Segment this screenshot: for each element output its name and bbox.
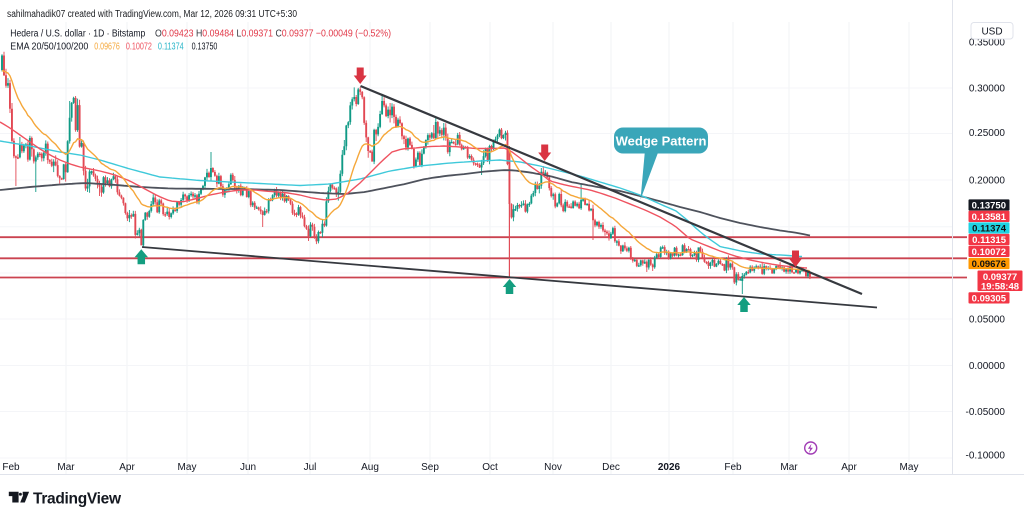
svg-text:Oct: Oct [482, 462, 498, 473]
svg-text:Mar: Mar [780, 462, 798, 473]
svg-text:0.11374: 0.11374 [972, 223, 1007, 234]
svg-text:Hedera / U.S. dollar · 1D · Bi: Hedera / U.S. dollar · 1D · Bitstamp [10, 29, 145, 40]
svg-text:O0.09423 H0.09484 L0.09371 C0.: O0.09423 H0.09484 L0.09371 C0.09377 −0.0… [155, 29, 391, 40]
svg-text:USD: USD [981, 27, 1002, 38]
svg-text:0.10072: 0.10072 [972, 247, 1006, 258]
svg-text:0.30000: 0.30000 [969, 84, 1006, 95]
svg-text:May: May [900, 462, 919, 473]
svg-text:0.13581: 0.13581 [972, 212, 1007, 223]
svg-text:Feb: Feb [724, 462, 742, 473]
svg-text:0.09377: 0.09377 [983, 272, 1017, 283]
svg-text:-0.10000: -0.10000 [966, 451, 1006, 462]
svg-text:Nov: Nov [544, 462, 562, 473]
svg-text:May: May [178, 462, 197, 473]
svg-text:Feb: Feb [2, 462, 20, 473]
svg-text:Jul: Jul [304, 462, 317, 473]
svg-text:Wedge Pattern: Wedge Pattern [616, 134, 707, 149]
svg-text:0.09676: 0.09676 [94, 42, 120, 53]
svg-text:sahilmahadik07 created with Tr: sahilmahadik07 created with TradingView.… [7, 9, 297, 20]
svg-text:0.09305: 0.09305 [972, 293, 1007, 304]
svg-text:Aug: Aug [361, 462, 379, 473]
svg-text:0.20000: 0.20000 [969, 176, 1006, 187]
svg-text:19:58:48: 19:58:48 [981, 281, 1019, 292]
svg-text:0.35000: 0.35000 [969, 38, 1006, 49]
svg-text:0.09676: 0.09676 [972, 259, 1006, 270]
svg-text:0.13750: 0.13750 [972, 200, 1006, 211]
svg-text:0.10072: 0.10072 [126, 42, 152, 53]
svg-text:Apr: Apr [841, 462, 857, 473]
svg-text:0.00000: 0.00000 [969, 361, 1006, 372]
svg-text:Apr: Apr [119, 462, 135, 473]
svg-text:0.11374: 0.11374 [158, 42, 184, 53]
svg-text:Sep: Sep [421, 462, 439, 473]
svg-text:0.11315: 0.11315 [972, 235, 1007, 246]
svg-text:-0.05000: -0.05000 [966, 407, 1006, 418]
svg-text:2026: 2026 [658, 462, 681, 473]
svg-text:0.25000: 0.25000 [969, 128, 1006, 139]
svg-text:0.05000: 0.05000 [969, 315, 1006, 326]
svg-text:Mar: Mar [57, 462, 75, 473]
svg-text:TradingView: TradingView [33, 491, 122, 508]
svg-text:EMA 20/50/100/200: EMA 20/50/100/200 [10, 42, 88, 53]
svg-text:Jun: Jun [240, 462, 256, 473]
svg-text:0.13750: 0.13750 [192, 42, 218, 53]
svg-text:Dec: Dec [602, 462, 620, 473]
